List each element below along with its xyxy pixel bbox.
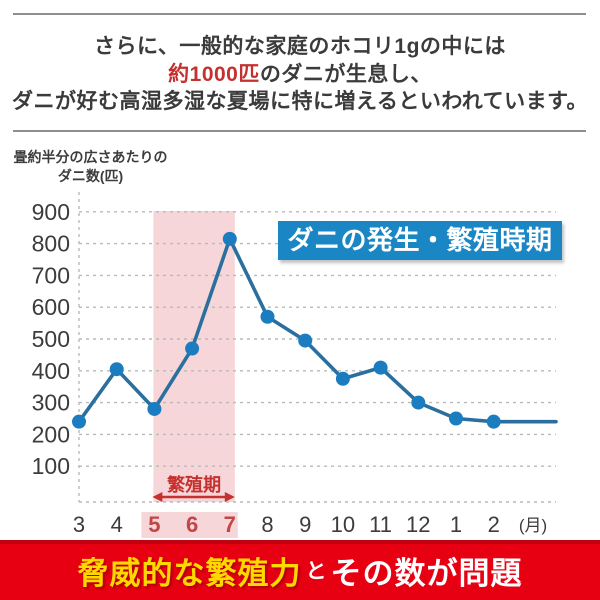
- x-tick-label: 10: [331, 512, 355, 537]
- data-point: [486, 414, 501, 429]
- data-point: [411, 395, 426, 410]
- band-arrow-left-head: [152, 492, 163, 502]
- data-point: [298, 333, 313, 348]
- x-label-highlight: [141, 512, 238, 538]
- x-tick-label: 4: [111, 512, 123, 537]
- data-point: [222, 231, 237, 246]
- x-tick-label: 1: [450, 512, 462, 537]
- data-point: [373, 360, 388, 375]
- x-tick-label: 8: [261, 512, 273, 537]
- header-line-3: ダニが好む高湿多湿な夏場に特に増えるといわれています。: [11, 90, 589, 113]
- header-line-1: さらに、一般的な家庭のホコリ1gの中には: [94, 35, 506, 58]
- x-axis-unit: (月): [519, 516, 547, 535]
- y-tick-label: 100: [32, 453, 70, 479]
- divider-bottom: [13, 130, 586, 132]
- header-line-2-rest: のダニが生息し、: [259, 62, 432, 86]
- data-point: [260, 309, 275, 324]
- y-tick-label: 800: [32, 231, 70, 257]
- x-tick-label: 11: [369, 512, 392, 537]
- data-point: [72, 414, 86, 429]
- x-tick-label: 6: [186, 512, 198, 537]
- x-tick-label: 12: [406, 512, 430, 537]
- y-tick-label: 200: [32, 421, 70, 447]
- divider-top: [13, 13, 586, 15]
- y-tick-label: 700: [32, 262, 70, 288]
- breeding-period-banner: ダニの発生・繁殖時期: [278, 221, 562, 260]
- header-line-2-highlight: 約1000匹: [168, 62, 260, 86]
- band-label: 繁殖期: [166, 474, 221, 495]
- data-point: [109, 362, 124, 377]
- data-point: [449, 411, 463, 426]
- y-tick-label: 600: [32, 294, 70, 320]
- footer-highlight-text: 脅威的な繁殖力: [77, 555, 302, 591]
- y-axis-title: 畳約半分の広さあたりの ダニ数(匹): [8, 148, 173, 186]
- y-tick-label: 500: [32, 326, 70, 352]
- series-line: [77, 237, 558, 424]
- header-text-block: さらに、一般的な家庭のホコリ1gの中には 約1000匹のダニが生息し、 ダニが好…: [0, 33, 600, 116]
- y-axis-title-line1: 畳約半分の広さあたりの: [13, 149, 168, 165]
- y-axis-title-line2: ダニ数(匹): [57, 168, 124, 184]
- y-tick-label: 400: [32, 358, 70, 384]
- data-point: [185, 341, 200, 356]
- x-tick-label: 2: [488, 512, 500, 537]
- header-line-2: 約1000匹のダニが生息し、: [0, 61, 600, 89]
- band-arrow-right-head: [224, 492, 235, 502]
- footer-connector-text: と: [305, 560, 327, 583]
- y-tick-label: 900: [32, 199, 70, 225]
- data-point: [147, 401, 162, 416]
- footer-rest-text: その数が問題: [330, 555, 523, 591]
- x-tick-label: 5: [148, 512, 160, 537]
- x-tick-label: 3: [73, 512, 85, 537]
- data-point: [335, 371, 350, 386]
- x-tick-label: 9: [299, 512, 311, 537]
- footer-banner: 脅威的な繁殖力 と その数が問題: [0, 540, 600, 600]
- x-tick-label: 7: [224, 512, 236, 537]
- y-tick-label: 300: [32, 390, 70, 416]
